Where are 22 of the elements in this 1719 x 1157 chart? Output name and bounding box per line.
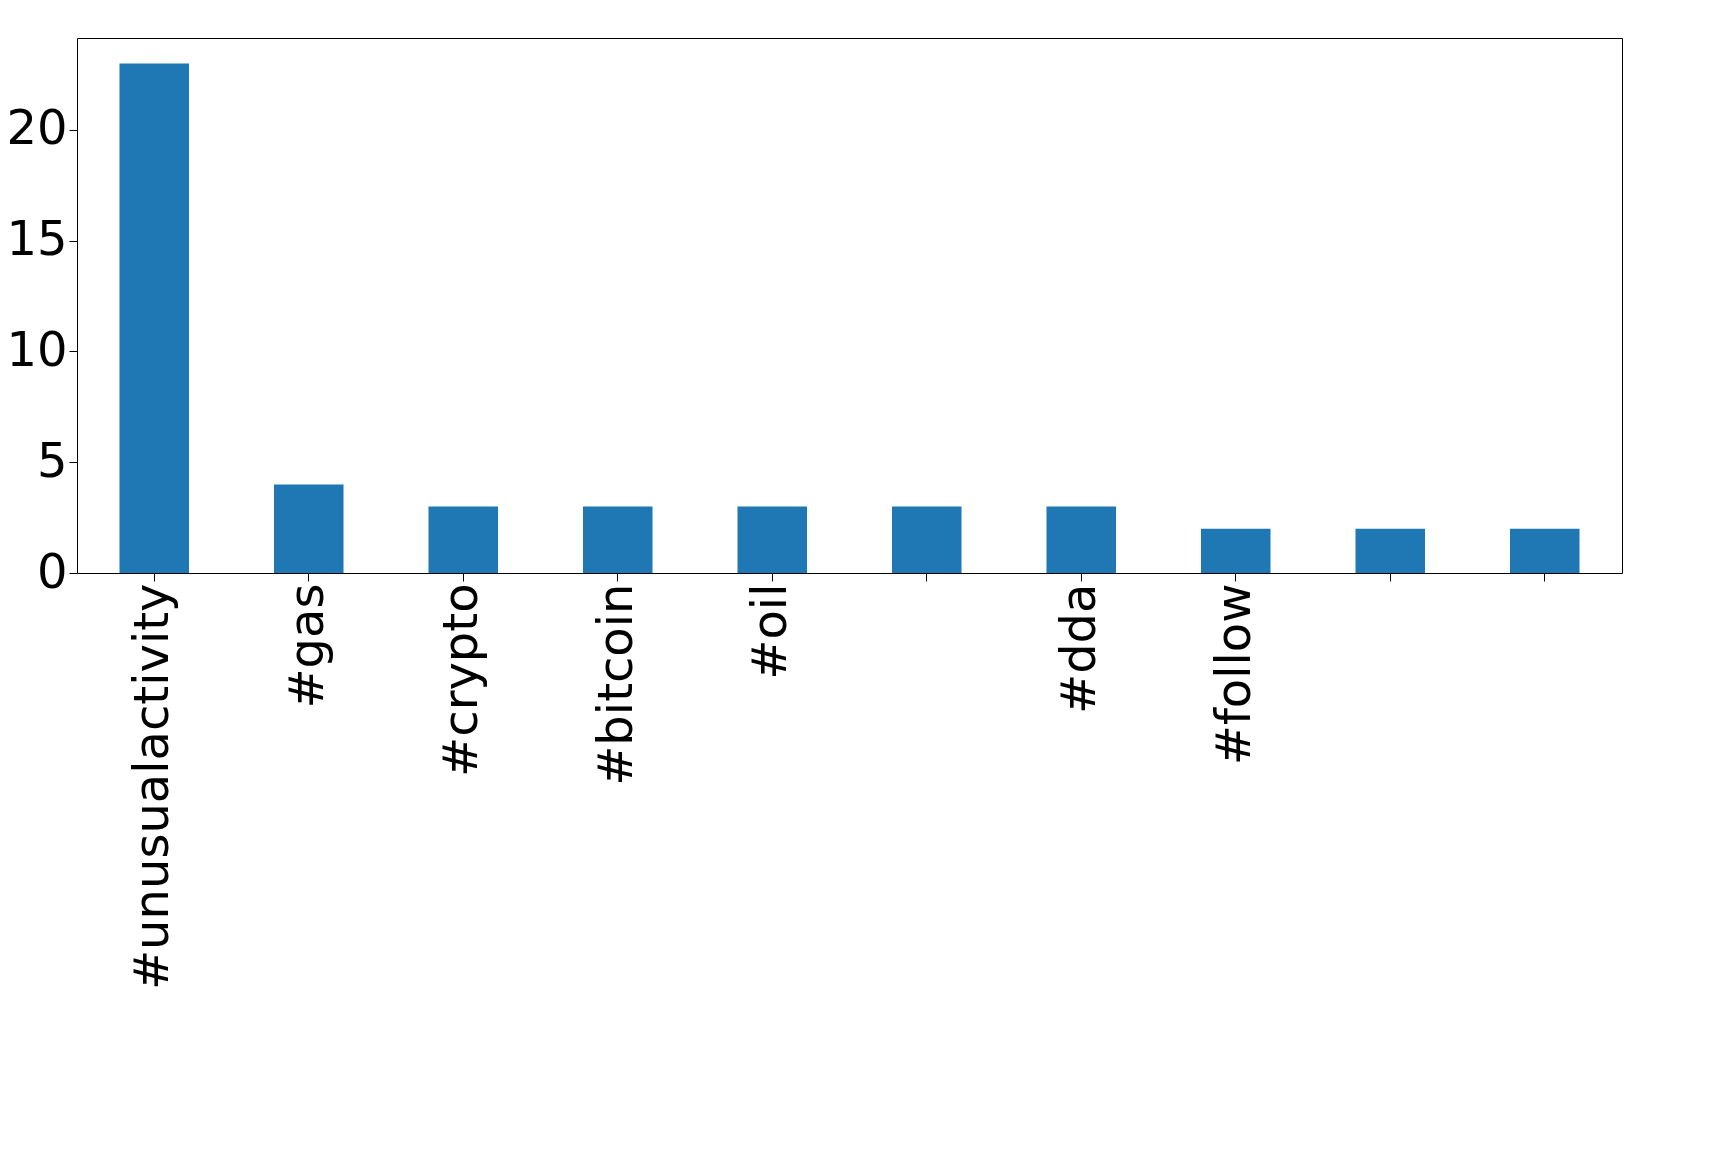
y-tick-label: 15 [6,210,68,267]
x-tick-label: #unusualactivity [123,583,180,991]
bar [119,63,190,573]
bar [1200,528,1271,573]
y-tick-label: 0 [36,542,68,599]
x-tick-label: #oil [741,583,798,680]
x-tick-label: #gas [277,583,334,709]
bar [273,484,344,573]
bar [737,506,808,573]
x-tick-label: #bitcoin [586,583,643,786]
bar [1046,506,1117,573]
y-tick-label: 10 [6,320,68,377]
bar [1509,528,1580,573]
x-tick-label: #dda [1050,583,1107,715]
x-tick-label: #follow [1204,583,1261,766]
bar [428,506,499,573]
y-tick-label: 5 [36,431,68,488]
x-tick-label: #crypto [432,583,489,777]
bar [1355,528,1426,573]
bar [582,506,653,573]
y-tick-label: 20 [6,99,68,156]
bar [891,506,962,573]
